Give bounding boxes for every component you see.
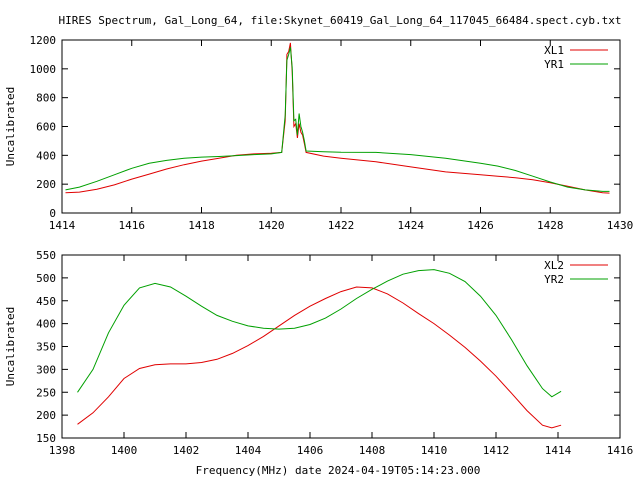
- x-tick-label: 1410: [421, 444, 448, 457]
- x-tick-label: 1418: [188, 219, 215, 232]
- y-tick-label: 300: [36, 363, 56, 376]
- plot-frame: [61, 254, 621, 439]
- chart-panel-1: 0 200 400 600 800 1000 1200 1414 1416 1418 1420 142…: [4, 34, 633, 232]
- y-tick-label: 800: [36, 92, 56, 105]
- x-tick-label: 1416: [607, 444, 634, 457]
- y-tick-label: 350: [36, 341, 56, 354]
- x-tick-label: 1428: [537, 219, 564, 232]
- y-tick-label: 0: [49, 207, 56, 220]
- x-tick-label: 1406: [297, 444, 324, 457]
- x-axis-label: Frequency(MHz) date 2024-04-19T05:14:23.…: [196, 464, 481, 477]
- y-tick-label: 600: [36, 121, 56, 134]
- y-tick-label: 550: [36, 249, 56, 262]
- x-tick-label: 1422: [328, 219, 355, 232]
- series-line-yr2: [77, 269, 562, 398]
- x-tick-label: 1424: [398, 219, 425, 232]
- y-tick-label: 200: [36, 409, 56, 422]
- y-axis-label: Uncalibrated: [4, 307, 17, 386]
- x-tick-label: 1414: [49, 219, 76, 232]
- x-tick-label: 1398: [49, 444, 76, 457]
- y-tick-label: 400: [36, 149, 56, 162]
- legend-label: YR1: [544, 58, 564, 71]
- chart-title: HIRES Spectrum, Gal_Long_64, file:Skynet…: [59, 14, 622, 27]
- x-tick-label: 1416: [119, 219, 146, 232]
- x-tick-label: 1414: [545, 444, 572, 457]
- y-tick-label: 450: [36, 295, 56, 308]
- x-tick-label: 1426: [467, 219, 494, 232]
- y-tick-label: 250: [36, 386, 56, 399]
- y-tick-label: 1200: [30, 34, 57, 47]
- y-tick-label: 1000: [30, 63, 57, 76]
- x-tick-label: 1430: [607, 219, 634, 232]
- x-tick-label: 1400: [111, 444, 138, 457]
- legend-label: YR2: [544, 273, 564, 286]
- x-tick-label: 1412: [483, 444, 510, 457]
- x-tick-label: 1402: [173, 444, 200, 457]
- series-line-xl1: [65, 42, 610, 194]
- legend-label: XL1: [544, 44, 564, 57]
- y-tick-label: 400: [36, 318, 56, 331]
- y-tick-label: 500: [36, 272, 56, 285]
- series-line-yr1: [65, 47, 610, 192]
- y-tick-label: 150: [36, 432, 56, 445]
- plot-frame: [61, 39, 621, 214]
- y-tick-label: 200: [36, 178, 56, 191]
- x-tick-label: 1404: [235, 444, 262, 457]
- chart-panel-2: 150 200 250 300 350 400 450 500 550 1398 1400 1402 1…: [4, 249, 633, 457]
- legend-label: XL2: [544, 259, 564, 272]
- series-line-xl2: [77, 286, 562, 429]
- y-axis-label: Uncalibrated: [4, 87, 17, 166]
- x-tick-label: 1408: [359, 444, 386, 457]
- x-tick-label: 1420: [258, 219, 285, 232]
